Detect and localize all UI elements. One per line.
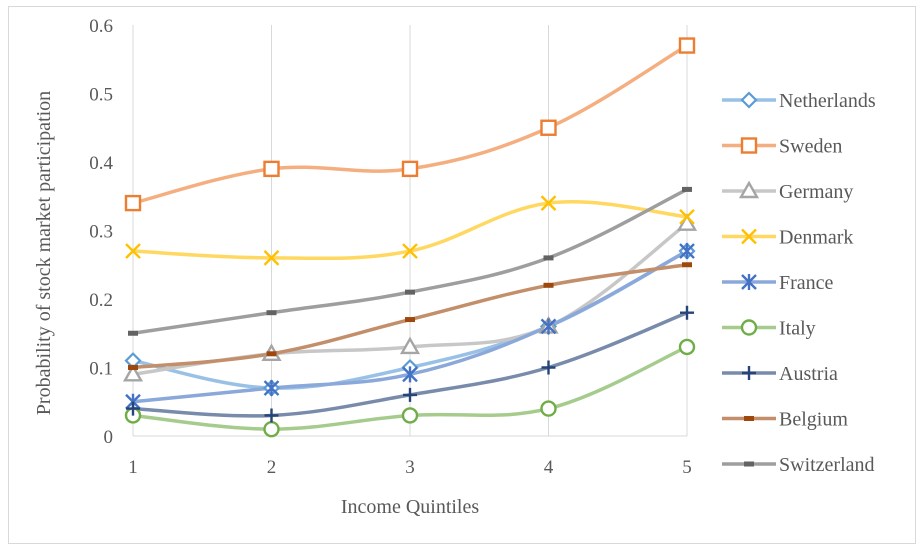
legend-marker-switzerland <box>744 461 754 467</box>
marker-switzerland-5 <box>682 186 692 192</box>
marker-belgium-2 <box>266 351 277 357</box>
marker-austria-4 <box>541 360 556 375</box>
marker-france-3 <box>402 366 418 383</box>
legend-item-germany: Germany <box>722 180 853 203</box>
legend-marker-germany <box>738 180 760 199</box>
marker-sweden-2 <box>263 160 280 178</box>
marker-france-2 <box>263 380 280 397</box>
legend-item-netherlands: Netherlands <box>722 90 876 112</box>
y-axis-title: Probability of stock market participatio… <box>33 91 55 415</box>
x-tick-labels: 1 2 3 4 5 <box>128 457 692 478</box>
legend-marker-france <box>741 274 757 290</box>
marker-sweden-5 <box>678 37 696 54</box>
legend-item-sweden: Sweden <box>722 136 842 158</box>
y-tick-label: 0.3 <box>89 222 113 243</box>
legend-marker-belgium <box>744 416 754 421</box>
marker-switzerland-3 <box>405 289 415 295</box>
legend-label-netherlands: Netherlands <box>779 90 876 112</box>
marker-germany-1 <box>122 363 144 382</box>
marker-sweden-1 <box>124 194 142 212</box>
marker-denmark-3 <box>402 243 418 259</box>
legend-item-austria: Austria <box>722 363 838 385</box>
marker-denmark-2 <box>263 250 280 266</box>
legend-label-germany: Germany <box>779 181 853 203</box>
y-tick-label: 0 <box>104 427 114 448</box>
legend-label-denmark: Denmark <box>779 227 853 249</box>
legend-item-switzerland: Switzerland <box>722 454 875 476</box>
legend-item-france: France <box>722 272 834 294</box>
marker-sweden-3 <box>401 160 419 178</box>
legend-marker-austria <box>742 366 756 380</box>
marker-france-4 <box>540 318 557 335</box>
marker-austria-1 <box>126 401 140 416</box>
marker-italy-5 <box>678 338 696 356</box>
marker-belgium-5 <box>682 262 692 268</box>
legend-label-austria: Austria <box>779 363 838 385</box>
legend-label-switzerland: Switzerland <box>779 454 875 476</box>
marker-switzerland-4 <box>543 255 554 261</box>
series-markers <box>122 37 698 438</box>
marker-sweden-4 <box>540 119 557 136</box>
y-tick-label: 0.2 <box>89 290 113 311</box>
marker-france-5 <box>679 243 695 260</box>
marker-germany-3 <box>399 336 421 355</box>
legend-label-france: France <box>779 272 834 294</box>
x-tick-label: 5 <box>682 457 692 478</box>
marker-denmark-1 <box>125 243 141 259</box>
legend-item-italy: Italy <box>722 318 816 340</box>
y-tick-label: 0.4 <box>89 153 113 174</box>
marker-belgium-1 <box>128 365 138 370</box>
marker-germany-5 <box>676 213 698 231</box>
y-tick-label: 0.6 <box>89 16 113 37</box>
x-tick-label: 3 <box>405 457 415 478</box>
legend-label-italy: Italy <box>779 318 816 340</box>
legend-marker-netherlands <box>740 91 758 109</box>
legend-marker-sweden <box>740 137 758 154</box>
x-tick-label: 4 <box>544 457 554 478</box>
x-tick-label: 1 <box>128 457 138 478</box>
legend-label-belgium: Belgium <box>779 409 848 431</box>
marker-italy-4 <box>540 400 557 417</box>
chart-frame <box>8 6 916 544</box>
marker-italy-3 <box>401 407 419 424</box>
legend-item-denmark: Denmark <box>722 227 853 249</box>
legend-item-belgium: Belgium <box>722 409 848 431</box>
marker-belgium-3 <box>405 317 415 323</box>
legend-label-sweden: Sweden <box>779 136 842 158</box>
y-tick-label: 0.1 <box>89 359 113 380</box>
marker-belgium-4 <box>543 282 554 288</box>
marker-switzerland-1 <box>128 330 138 336</box>
legend: Netherlands Sweden Germany Denmark France Ita… <box>722 90 876 476</box>
marker-austria-3 <box>403 387 417 402</box>
marker-switzerland-2 <box>266 310 277 316</box>
x-tick-label: 2 <box>267 457 277 478</box>
marker-denmark-4 <box>540 195 557 211</box>
marker-austria-2 <box>264 408 279 423</box>
legend-marker-italy <box>740 319 758 336</box>
y-tick-label: 0.5 <box>89 85 113 106</box>
y-tick-labels: 0 0.1 0.2 0.3 0.4 0.5 0.6 <box>89 16 113 448</box>
marker-denmark-5 <box>679 208 695 225</box>
marker-austria-5 <box>680 305 694 320</box>
legend-marker-denmark <box>741 228 757 245</box>
x-axis-title: Income Quintiles <box>341 496 480 518</box>
marker-italy-2 <box>263 420 280 438</box>
